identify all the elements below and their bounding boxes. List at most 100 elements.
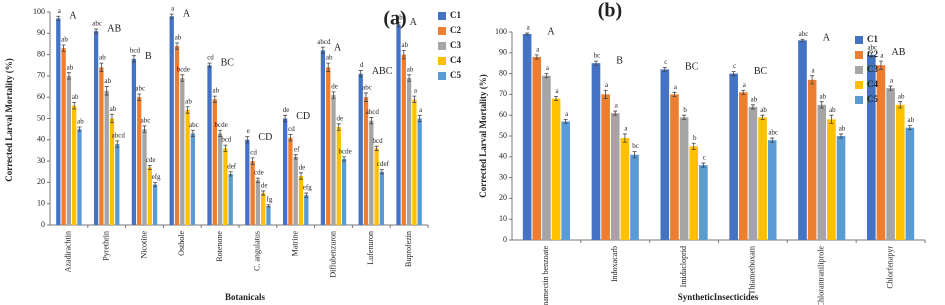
significance-letter: cde (146, 156, 156, 164)
bar (298, 176, 304, 225)
significance-letter: a (555, 87, 559, 95)
error-bar (401, 49, 406, 60)
error-bar (104, 86, 109, 96)
legend-swatch (855, 81, 863, 89)
error-bar (77, 126, 82, 132)
error-bar (888, 85, 893, 91)
bar (827, 119, 836, 240)
x-tick-label: Lufenuron (366, 231, 375, 265)
significance-letter: a (419, 106, 423, 114)
bar (895, 104, 905, 240)
error-bar (331, 91, 336, 99)
error-bar (153, 182, 158, 188)
error-bar (169, 13, 174, 19)
bar (610, 113, 620, 240)
error-bar (417, 114, 422, 123)
legend-label: C4 (867, 79, 878, 89)
x-tick-label: Azadirachtin (64, 231, 73, 272)
x-tick-label: Chlorfenapyr (885, 246, 894, 289)
error-bar (632, 151, 637, 159)
x-tick-label: Indoxacarb (610, 246, 619, 282)
significance-letter: ab (898, 92, 905, 100)
bar (185, 109, 190, 225)
significance-letter: cd (288, 125, 295, 133)
bar (142, 129, 147, 225)
bar (738, 92, 748, 240)
x-tick-label: Rotenone (215, 231, 224, 262)
error-bar (218, 129, 223, 138)
y-tick-label: 80 (499, 68, 507, 77)
bar (245, 139, 250, 225)
bar (866, 54, 876, 240)
significance-letter: de (261, 182, 268, 190)
bar (522, 34, 532, 240)
significance-letter: abc (362, 84, 372, 92)
error-bar (228, 171, 233, 177)
error-bar (613, 110, 618, 116)
bar (228, 173, 233, 225)
bar (905, 127, 915, 240)
significance-letter: ab (72, 93, 79, 101)
group-letter: AB (892, 47, 906, 58)
error-bar (770, 137, 775, 143)
significance-letter: ab (61, 36, 68, 44)
significance-letter: ab (175, 33, 182, 41)
y-axis-title: Corrected Larval Mortality (%) (4, 58, 14, 182)
group-letter: CD (258, 132, 272, 143)
error-bar (66, 72, 71, 80)
significance-letter: abcd (366, 108, 380, 116)
group-letter: BC (754, 66, 768, 77)
significance-letter: ab (751, 95, 758, 103)
x-tick-label: Chlorantraniliprole (817, 246, 826, 305)
error-bar (207, 62, 212, 68)
error-bar (907, 125, 912, 131)
error-bar (407, 74, 412, 82)
legend-label: C5 (867, 94, 878, 104)
significance-letter: cdef (377, 160, 390, 168)
bar (807, 79, 817, 240)
bar (56, 18, 61, 225)
y-tick-label: 70 (499, 89, 507, 98)
bar (261, 193, 266, 225)
error-bar (342, 156, 347, 162)
significance-letter: c (703, 154, 706, 162)
bar (72, 105, 77, 225)
significance-letter: ab (908, 116, 915, 124)
y-tick-label: 30 (37, 156, 45, 165)
bar (336, 127, 341, 225)
bar (293, 156, 298, 225)
bar (679, 117, 689, 240)
significance-letter: bcd (130, 46, 141, 54)
y-tick-label: 90 (37, 28, 45, 37)
y-tick-label: 0 (41, 220, 45, 229)
legend-swatch (855, 66, 863, 74)
significance-letter: c (664, 58, 667, 66)
bar (266, 205, 271, 225)
bar (99, 67, 104, 225)
significance-letter: fg (267, 195, 273, 203)
bar (282, 118, 288, 225)
legend-label: C2 (867, 49, 878, 59)
error-bar (544, 73, 549, 79)
legend-label: C1 (450, 10, 461, 20)
significance-letter: cd (207, 54, 214, 62)
bar (104, 90, 109, 225)
group-letter: BC (221, 58, 235, 69)
error-bar (364, 92, 369, 102)
y-tick-label: 60 (37, 92, 45, 101)
bar (561, 121, 571, 240)
error-bar (750, 104, 755, 110)
error-bar (293, 154, 298, 160)
bar (358, 73, 363, 226)
legend-swatch (855, 96, 863, 104)
group-letter: A (183, 9, 191, 20)
error-bar (298, 172, 303, 180)
error-bar (261, 190, 266, 196)
legend-swatch (438, 57, 446, 65)
significance-letter: ab (99, 54, 106, 62)
legend-label: C1 (867, 34, 878, 44)
error-bar (369, 117, 374, 125)
error-bar (212, 95, 217, 103)
significance-letter: a (414, 87, 418, 95)
y-tick-label: 40 (499, 152, 507, 161)
